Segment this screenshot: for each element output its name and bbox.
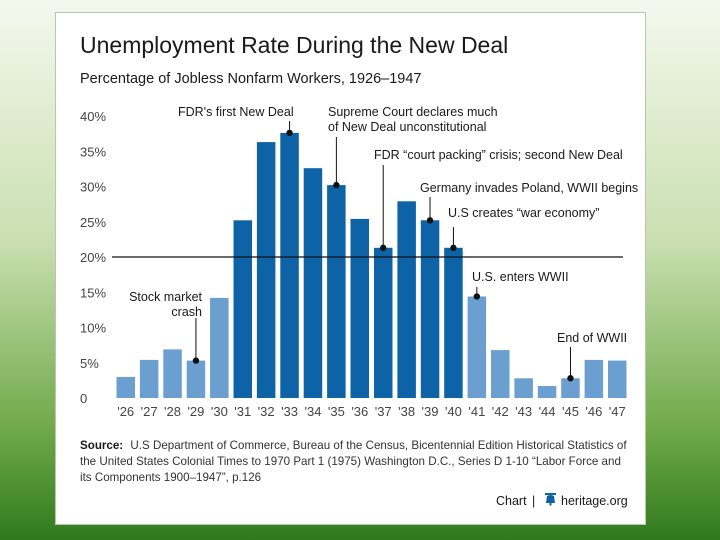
y-tick-label: 25% <box>80 215 106 230</box>
source-label: Source: <box>80 439 123 452</box>
bar-30 <box>210 297 229 398</box>
chart-title: Unemployment Rate During the New Deal <box>80 32 508 58</box>
annotation-dot <box>333 181 340 189</box>
x-tick-label: '33 <box>281 404 298 419</box>
y-tick-label: 20% <box>80 250 106 265</box>
x-tick-label: '47 <box>609 404 626 419</box>
x-tick-label: '41 <box>468 404 485 419</box>
x-tick-label: '38 <box>398 404 415 419</box>
bar-47 <box>608 360 627 398</box>
annotation-label: FDR “court packing” crisis; second New D… <box>374 148 623 162</box>
annotation-label: crash <box>171 305 202 319</box>
x-tick-label: '40 <box>445 404 462 419</box>
bar-29 <box>186 360 206 398</box>
bar-35 <box>327 185 346 398</box>
x-tick-label: '26 <box>117 404 134 419</box>
bar-39 <box>420 220 440 398</box>
x-tick-label: '44 <box>539 404 556 419</box>
annotation-dot <box>567 375 574 382</box>
annotation-dot <box>473 293 481 300</box>
x-tick-label: '35 <box>328 404 345 419</box>
chart-subtitle: Percentage of Jobless Nonfarm Workers, 1… <box>80 71 421 87</box>
source-line-2: the United States Colonial Times to 1970… <box>80 455 621 468</box>
bar-37 <box>374 247 393 398</box>
bar-36 <box>350 218 369 398</box>
bar-40 <box>444 247 463 398</box>
bar-28 <box>163 349 182 398</box>
liberty-bell-icon <box>545 493 556 506</box>
x-tick-label: '34 <box>305 404 322 419</box>
bar-31 <box>233 220 252 398</box>
source-text-1: U.S Department of Commerce, Bureau of th… <box>130 439 627 452</box>
x-tick-label: '28 <box>164 404 181 419</box>
annotation-label: U.S creates “war economy” <box>448 206 599 220</box>
chart-canvas: Unemployment Rate During the New Deal Pe… <box>80 32 638 508</box>
y-tick-label: 15% <box>80 285 106 300</box>
annotation-label: Supreme Court declares much <box>328 105 498 119</box>
annotation-label: of New Deal unconstitutional <box>328 120 486 134</box>
annotation-dot <box>450 244 457 252</box>
y-tick-label: 5% <box>80 356 99 371</box>
bar-33 <box>280 132 299 398</box>
bar-34 <box>303 168 323 398</box>
bar-46 <box>584 359 604 398</box>
x-axis: '26 '27 '28 '29 '30 '31 '32 '33 '34 '35 '36 '37 '38 '… <box>117 404 626 419</box>
y-tick-label: 30% <box>80 180 106 195</box>
source-line-1: Source: U.S Department of Commerce, Bure… <box>80 439 627 452</box>
x-tick-label: '42 <box>492 404 509 419</box>
annotations-group: FDR's first New Deal Supreme Court declar… <box>129 105 638 382</box>
bars-group <box>116 132 627 398</box>
annotation-label: U.S. enters WWII <box>472 270 569 284</box>
chart-card: Unemployment Rate During the New Deal Pe… <box>55 12 646 525</box>
x-tick-label: '30 <box>211 404 228 419</box>
x-tick-label: '36 <box>351 404 368 419</box>
annotation-dot <box>192 357 200 364</box>
bar-38 <box>397 201 416 398</box>
bar-41 <box>467 296 487 398</box>
x-tick-label: '45 <box>562 404 579 419</box>
bar-43 <box>514 378 533 398</box>
annotation-label: Germany invades Poland, WWII begins <box>420 181 638 195</box>
annotation-label: Stock market <box>129 290 202 304</box>
annotation-dot <box>426 217 434 224</box>
bar-27 <box>139 359 159 398</box>
bar-42 <box>491 350 510 398</box>
y-tick-label: 40% <box>80 109 106 124</box>
x-tick-label: '32 <box>258 404 275 419</box>
footer-separator: | <box>532 494 535 508</box>
x-tick-label: '27 <box>141 404 158 419</box>
x-tick-label: '29 <box>187 404 204 419</box>
annotation-label: FDR's first New Deal <box>178 105 294 119</box>
footer-chart-label: Chart <box>496 494 527 508</box>
footer-site-link[interactable]: heritage.org <box>561 494 628 508</box>
x-tick-label: '37 <box>375 404 392 419</box>
source-line-3: its Components 1900–1947”, p.126 <box>80 471 261 484</box>
annotation-dot <box>380 244 387 252</box>
annotation-dot <box>286 129 293 137</box>
annotation-label: End of WWII <box>557 331 627 345</box>
bar-32 <box>256 142 276 398</box>
y-tick-label: 0 <box>80 391 87 406</box>
bar-26 <box>116 376 135 398</box>
y-tick-label: 10% <box>80 321 106 336</box>
bar-45 <box>561 378 580 398</box>
bar-44 <box>537 386 557 398</box>
x-tick-label: '39 <box>422 404 439 419</box>
x-tick-label: '46 <box>585 404 602 419</box>
x-tick-label: '31 <box>234 404 251 419</box>
x-tick-label: '43 <box>515 404 532 419</box>
y-tick-label: 35% <box>80 144 106 159</box>
y-axis: 0 5% 10% 15% 20% 25% 30% 35% 40% <box>80 109 106 406</box>
